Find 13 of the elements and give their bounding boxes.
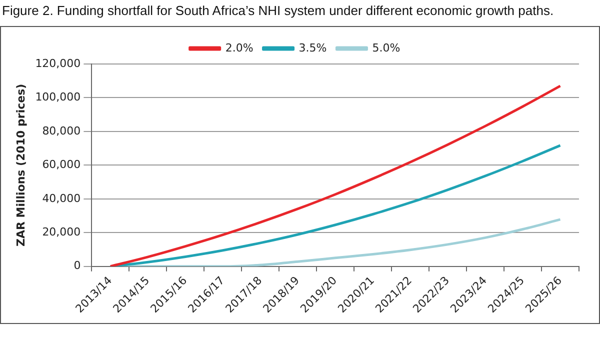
- y-tick-label: 60,000: [42, 158, 81, 172]
- legend-label: 5.0%: [372, 41, 400, 54]
- y-tick-label: 0: [74, 259, 81, 272]
- y-tick-label: 40,000: [42, 192, 81, 205]
- y-tick-label: 80,000: [42, 124, 81, 138]
- chart-title: Figure 2. Funding shortfall for South Africa’s NHI system under different economic growth paths.: [1, 2, 555, 20]
- y-axis-title: ZAR Millions (2010 prices): [14, 84, 28, 247]
- y-tick-label: 20,000: [42, 225, 81, 238]
- legend-label: 2.0%: [225, 41, 254, 54]
- y-tick-label: 100,000: [35, 90, 81, 104]
- legend-label: 3.5%: [298, 41, 327, 54]
- y-tick-label: 120,000: [35, 56, 81, 70]
- line-series: [109, 84, 562, 266]
